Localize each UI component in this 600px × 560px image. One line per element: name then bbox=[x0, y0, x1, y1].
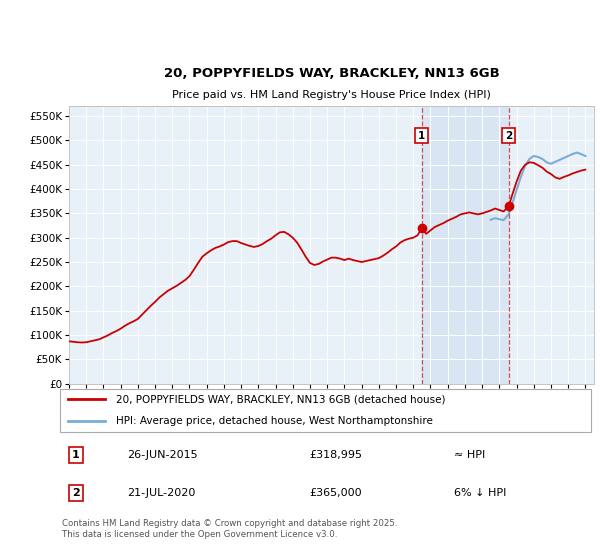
Text: 21-JUL-2020: 21-JUL-2020 bbox=[127, 488, 195, 498]
Text: 1: 1 bbox=[72, 450, 80, 460]
Bar bbox=[422, 106, 509, 384]
Text: 6% ↓ HPI: 6% ↓ HPI bbox=[454, 488, 507, 498]
Text: Contains HM Land Registry data © Crown copyright and database right 2025.
This d: Contains HM Land Registry data © Crown c… bbox=[62, 520, 398, 539]
Text: ≈ HPI: ≈ HPI bbox=[454, 450, 485, 460]
Text: 2: 2 bbox=[505, 130, 512, 141]
Text: Price paid vs. HM Land Registry's House Price Index (HPI): Price paid vs. HM Land Registry's House … bbox=[172, 90, 491, 100]
Text: HPI: Average price, detached house, West Northamptonshire: HPI: Average price, detached house, West… bbox=[116, 416, 433, 426]
Text: 1: 1 bbox=[418, 130, 425, 141]
Text: 2: 2 bbox=[72, 488, 80, 498]
Text: 26-JUN-2015: 26-JUN-2015 bbox=[127, 450, 197, 460]
Text: 20, POPPYFIELDS WAY, BRACKLEY, NN13 6GB: 20, POPPYFIELDS WAY, BRACKLEY, NN13 6GB bbox=[164, 67, 499, 81]
Text: £365,000: £365,000 bbox=[310, 488, 362, 498]
Text: 20, POPPYFIELDS WAY, BRACKLEY, NN13 6GB (detached house): 20, POPPYFIELDS WAY, BRACKLEY, NN13 6GB … bbox=[116, 394, 446, 404]
Text: £318,995: £318,995 bbox=[310, 450, 362, 460]
FancyBboxPatch shape bbox=[59, 389, 592, 432]
